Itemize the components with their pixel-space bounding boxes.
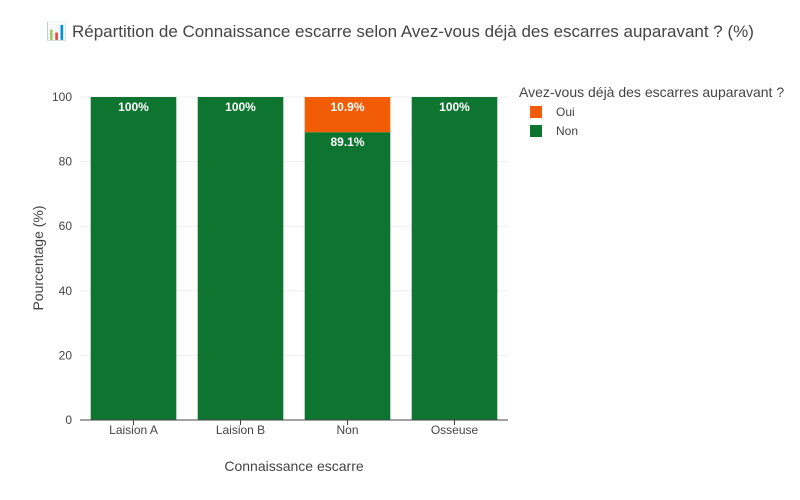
y-tick-label: 80 xyxy=(59,155,73,169)
y-tick-label: 40 xyxy=(59,284,73,298)
data-label: 100% xyxy=(118,100,149,114)
legend-title: Avez-vous déjà des escarres auparavant ? xyxy=(519,84,784,100)
x-tick-label: Osseuse xyxy=(431,423,479,437)
bar-labels: 100% 100% 89.1% 10.9% 100% xyxy=(118,100,470,149)
data-label: 100% xyxy=(439,100,470,114)
bar-non-2 xyxy=(197,97,284,420)
x-tick-label: Non xyxy=(336,423,358,437)
data-label: 100% xyxy=(225,100,256,114)
bar-non-4 xyxy=(411,97,498,420)
bar-non-1 xyxy=(90,97,177,420)
legend-swatch-non xyxy=(530,125,542,137)
y-tick-label: 0 xyxy=(65,413,72,427)
chart-title: 📊 Répartition de Connaissance escarre se… xyxy=(46,22,754,41)
y-axis-title: Pourcentage (%) xyxy=(30,205,46,310)
data-label: 89.1% xyxy=(330,135,364,149)
y-tick-label: 60 xyxy=(59,219,73,233)
legend-swatch-oui xyxy=(530,106,542,118)
bar-non-3 xyxy=(304,132,391,420)
legend-label-oui: Oui xyxy=(556,105,575,119)
bars xyxy=(90,97,498,420)
legend: Avez-vous déjà des escarres auparavant ?… xyxy=(519,84,784,138)
data-label: 10.9% xyxy=(330,100,364,114)
x-tick-label: Laision A xyxy=(109,423,158,437)
y-tick-label: 20 xyxy=(59,348,73,362)
y-tick-label: 100 xyxy=(52,90,72,104)
x-axis-title: Connaissance escarre xyxy=(224,458,364,474)
legend-label-non: Non xyxy=(556,124,578,138)
bar-oui-3 xyxy=(304,97,391,133)
axes: 0 20 40 60 80 100 Laision A Laision B Non Osseuse xyxy=(52,90,508,437)
x-tick-label: Laision B xyxy=(216,423,265,437)
